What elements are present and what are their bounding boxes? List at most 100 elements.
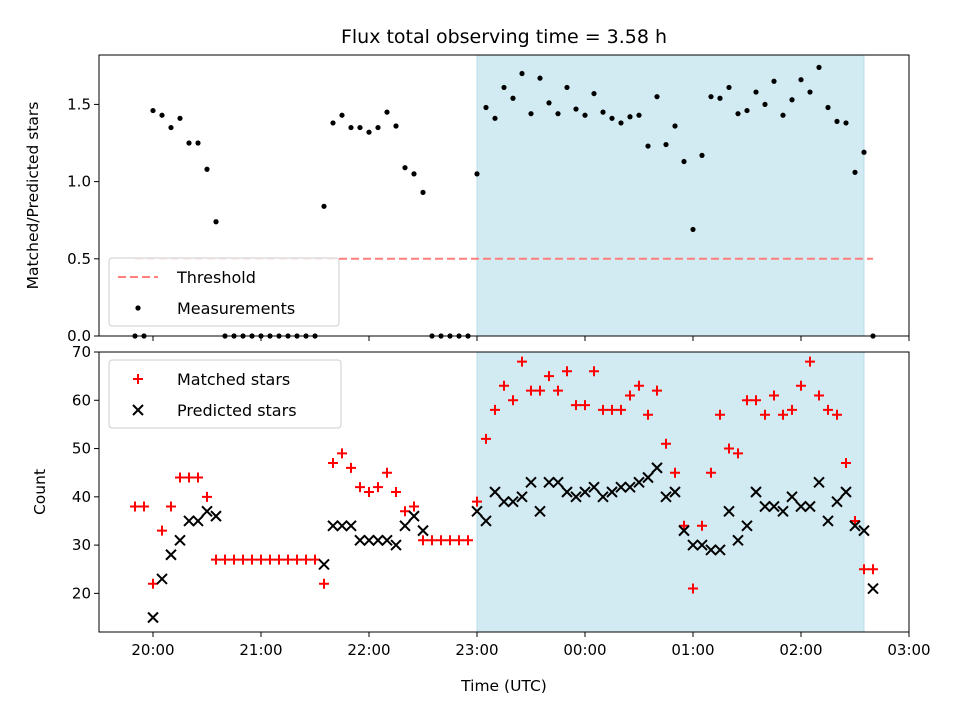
data-point [849, 520, 861, 532]
data-point [723, 505, 735, 518]
data-point [618, 120, 624, 126]
data-point [525, 476, 537, 489]
data-point [672, 123, 678, 129]
data-point [651, 462, 663, 474]
data-point [183, 515, 195, 527]
bottom-legend: Matched stars Predicted stars [108, 359, 342, 429]
data-point [402, 165, 408, 171]
data-point [355, 482, 365, 493]
legend-label: Matched stars [177, 370, 290, 389]
data-point [544, 371, 554, 382]
top-panel: 0.0 0.5 1.0 1.5 Matched/Predicted stars Thres… [24, 54, 910, 345]
data-point [841, 458, 851, 469]
data-point [768, 500, 780, 513]
data-point [463, 535, 473, 546]
data-point [321, 203, 327, 209]
data-point [759, 500, 771, 513]
data-point [859, 564, 869, 575]
data-point [177, 115, 183, 121]
data-point [174, 534, 186, 546]
x-tick-label: 20:00 [131, 641, 174, 659]
data-point [274, 554, 284, 565]
data-point [345, 520, 357, 532]
data-point [858, 524, 870, 537]
data-point [816, 64, 822, 70]
data-point [850, 515, 860, 526]
data-point [517, 356, 527, 367]
data-point [589, 366, 599, 377]
data-point [192, 515, 204, 527]
data-point [211, 554, 221, 565]
data-point [823, 404, 833, 415]
data-point [807, 89, 813, 95]
data-point [805, 356, 815, 367]
data-point [490, 404, 500, 415]
series-predicted-stars [147, 462, 879, 624]
data-point [519, 70, 525, 77]
data-point [814, 390, 824, 401]
data-point [615, 481, 627, 493]
data-point [546, 100, 552, 106]
data-point [508, 395, 518, 406]
data-point [681, 158, 687, 165]
data-point [526, 385, 536, 396]
data-point [705, 544, 717, 556]
data-point [301, 554, 311, 565]
data-point [598, 404, 608, 415]
data-point [591, 90, 597, 97]
data-point [330, 120, 336, 126]
data-point [220, 554, 230, 565]
data-point [238, 554, 248, 565]
data-point [382, 467, 392, 478]
data-point [247, 554, 257, 565]
data-point [678, 524, 690, 537]
data-point [150, 107, 156, 114]
y-tick-label: 40 [72, 488, 91, 506]
y-tick-label: 1.0 [67, 173, 91, 191]
data-point [408, 510, 420, 522]
data-point [660, 491, 672, 503]
data-point [399, 520, 411, 532]
data-point [714, 544, 726, 556]
top-shaded-interval [476, 54, 865, 337]
data-point [184, 472, 194, 483]
data-point [643, 409, 653, 420]
data-point [616, 404, 626, 415]
data-point [645, 143, 651, 149]
data-point [553, 385, 563, 396]
series-measurements [132, 64, 876, 339]
data-point [834, 118, 840, 124]
data-point [627, 114, 633, 120]
data-point [624, 481, 636, 493]
data-point [528, 111, 534, 117]
data-point [472, 496, 482, 507]
data-point [373, 482, 383, 493]
data-point [606, 486, 618, 498]
data-point [813, 476, 825, 489]
data-point [789, 97, 795, 103]
data-point [669, 486, 681, 498]
data-point [336, 520, 348, 532]
data-point [480, 515, 492, 527]
data-point [771, 78, 777, 84]
data-point [400, 506, 410, 517]
y-tick-label: 0.5 [67, 250, 91, 268]
legend-handle [133, 374, 143, 384]
legend-handle [132, 404, 144, 416]
data-point [375, 124, 381, 131]
y-tick-label: 0.0 [67, 327, 91, 345]
y-tick-label: 20 [72, 584, 91, 602]
data-point [642, 471, 654, 484]
data-point [418, 535, 428, 546]
data-point [652, 385, 662, 396]
data-point [597, 491, 609, 503]
x-tick-label: 21:00 [239, 641, 282, 659]
data-point [852, 169, 858, 175]
data-point [580, 400, 590, 411]
data-point [363, 534, 375, 546]
data-point [501, 84, 507, 91]
data-point [732, 534, 744, 546]
top-legend: Threshold Measurements [108, 257, 340, 327]
data-point [411, 171, 417, 177]
